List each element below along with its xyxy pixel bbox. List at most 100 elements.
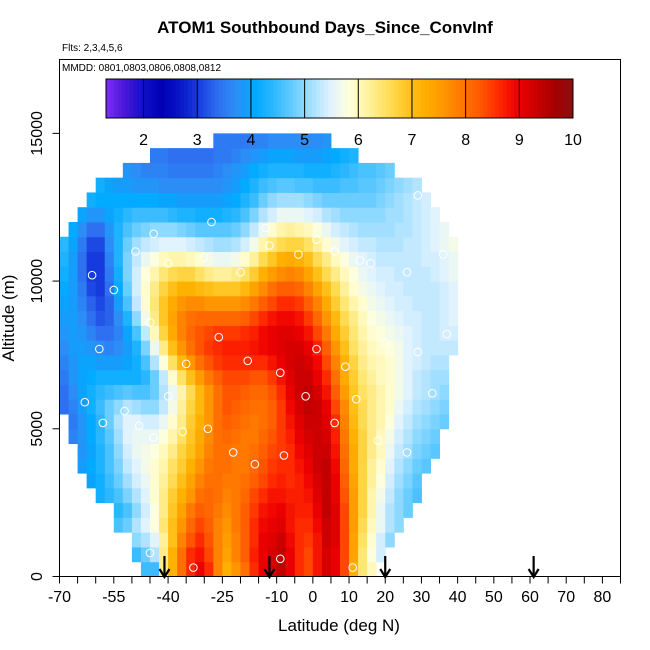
heatmap-cell bbox=[258, 162, 269, 179]
flights-subtitle: Flts: 2,3,4,5,6 bbox=[62, 43, 123, 54]
heatmap-cell bbox=[385, 281, 395, 297]
heatmap-cell bbox=[140, 532, 151, 548]
heatmap-cell bbox=[231, 207, 241, 223]
heatmap-cell bbox=[249, 458, 260, 474]
heatmap-cell bbox=[330, 546, 341, 563]
heatmap-cell bbox=[231, 384, 241, 400]
heatmap-cell bbox=[77, 369, 88, 385]
heatmap-cell bbox=[276, 177, 287, 193]
heatmap-cell bbox=[412, 369, 422, 385]
heatmap-cell bbox=[340, 281, 350, 297]
heatmap-cell bbox=[394, 281, 404, 297]
heatmap-cell bbox=[59, 281, 70, 297]
heatmap-cell bbox=[77, 458, 88, 474]
heatmap-cell bbox=[104, 369, 115, 385]
heatmap-cell bbox=[204, 384, 214, 400]
heatmap-cell bbox=[140, 384, 151, 400]
obs-marker bbox=[438, 250, 448, 259]
heatmap-cell bbox=[149, 221, 160, 238]
heatmap-cell bbox=[321, 177, 332, 193]
obs-marker bbox=[243, 356, 252, 366]
heatmap-cell bbox=[113, 221, 124, 238]
heatmap-cell bbox=[68, 295, 79, 312]
colorbar-segment bbox=[440, 79, 445, 118]
heatmap-cell bbox=[204, 473, 214, 489]
heatmap-cell bbox=[231, 369, 241, 385]
heatmap-cell bbox=[430, 428, 441, 445]
colorbar-segment bbox=[397, 79, 403, 118]
heatmap-cell bbox=[249, 399, 260, 415]
heatmap-cell bbox=[367, 443, 377, 459]
heatmap-cell bbox=[249, 251, 260, 267]
obs-marker bbox=[435, 560, 444, 570]
heatmap-cell bbox=[122, 428, 133, 445]
heatmap-cell bbox=[285, 399, 296, 415]
heatmap-cell bbox=[222, 561, 232, 577]
heatmap-cell bbox=[131, 236, 142, 253]
heatmap-cell bbox=[258, 221, 269, 238]
heatmap-cell bbox=[231, 340, 241, 356]
heatmap-cell bbox=[340, 414, 350, 430]
heatmap-cell bbox=[249, 325, 260, 341]
heatmap-cell bbox=[267, 561, 278, 577]
colorbar-segment bbox=[214, 79, 220, 118]
colorbar-segment bbox=[203, 79, 208, 118]
heatmap-cell bbox=[312, 221, 323, 238]
heatmap-cell bbox=[195, 532, 205, 548]
heatmap-cell bbox=[195, 177, 205, 193]
heatmap-cell bbox=[231, 281, 241, 297]
heatmap-cell bbox=[231, 133, 241, 149]
heatmap-cell bbox=[213, 532, 223, 548]
heatmap-cell bbox=[86, 192, 97, 208]
heatmap-cell bbox=[276, 281, 287, 297]
heatmap-cell bbox=[104, 487, 115, 504]
heatmap-cell bbox=[330, 162, 341, 179]
heatmap-cell bbox=[204, 340, 214, 356]
heatmap-cell bbox=[104, 310, 115, 326]
obs-marker bbox=[87, 270, 97, 280]
heatmap-cell bbox=[240, 266, 251, 282]
obs-marker bbox=[500, 318, 510, 327]
heatmap-cell bbox=[240, 162, 251, 179]
heatmap-cell bbox=[321, 148, 332, 164]
heatmap-cell bbox=[204, 414, 214, 430]
heatmap-cell bbox=[340, 266, 350, 282]
heatmap-cell bbox=[222, 354, 232, 371]
colorbar-segment bbox=[211, 79, 216, 118]
heatmap-cell bbox=[439, 310, 450, 326]
heatmap-cell bbox=[294, 325, 305, 341]
colorbar-segment bbox=[226, 79, 231, 118]
obs-marker bbox=[507, 415, 517, 425]
heatmap-cell bbox=[231, 295, 241, 312]
heatmap-cell bbox=[95, 266, 106, 282]
heatmap-cell bbox=[231, 487, 241, 504]
heatmap-cell bbox=[385, 207, 395, 223]
heatmap-cell bbox=[113, 399, 124, 415]
heatmap-cell bbox=[204, 148, 214, 164]
heatmap-cell bbox=[168, 192, 178, 208]
heatmap-cell bbox=[267, 133, 278, 149]
colorbar-segment bbox=[168, 79, 173, 118]
heatmap-cell bbox=[231, 532, 241, 548]
heatmap-cell bbox=[213, 207, 223, 223]
heatmap-cell bbox=[367, 354, 377, 371]
heatmap-cell bbox=[321, 458, 332, 474]
heatmap-cell bbox=[358, 546, 368, 563]
colorbar-segment bbox=[242, 79, 247, 118]
heatmap-cell bbox=[213, 251, 223, 267]
heatmap-cell bbox=[95, 414, 106, 430]
heatmap-cell bbox=[349, 177, 359, 193]
heatmap-cell bbox=[430, 236, 441, 253]
heatmap-cell bbox=[77, 325, 88, 341]
heatmap-cell bbox=[340, 340, 350, 356]
heatmap-cell bbox=[222, 192, 232, 208]
colorbar-segment bbox=[218, 79, 224, 118]
heatmap-cell bbox=[294, 532, 305, 548]
colorbar-segment bbox=[265, 79, 270, 118]
heatmap-cell bbox=[159, 251, 169, 267]
heatmap-cell bbox=[149, 162, 160, 179]
heatmap-cell bbox=[303, 177, 314, 193]
heatmap-cell bbox=[303, 473, 314, 489]
heatmap-cell bbox=[159, 473, 169, 489]
heatmap-cell bbox=[340, 561, 350, 577]
